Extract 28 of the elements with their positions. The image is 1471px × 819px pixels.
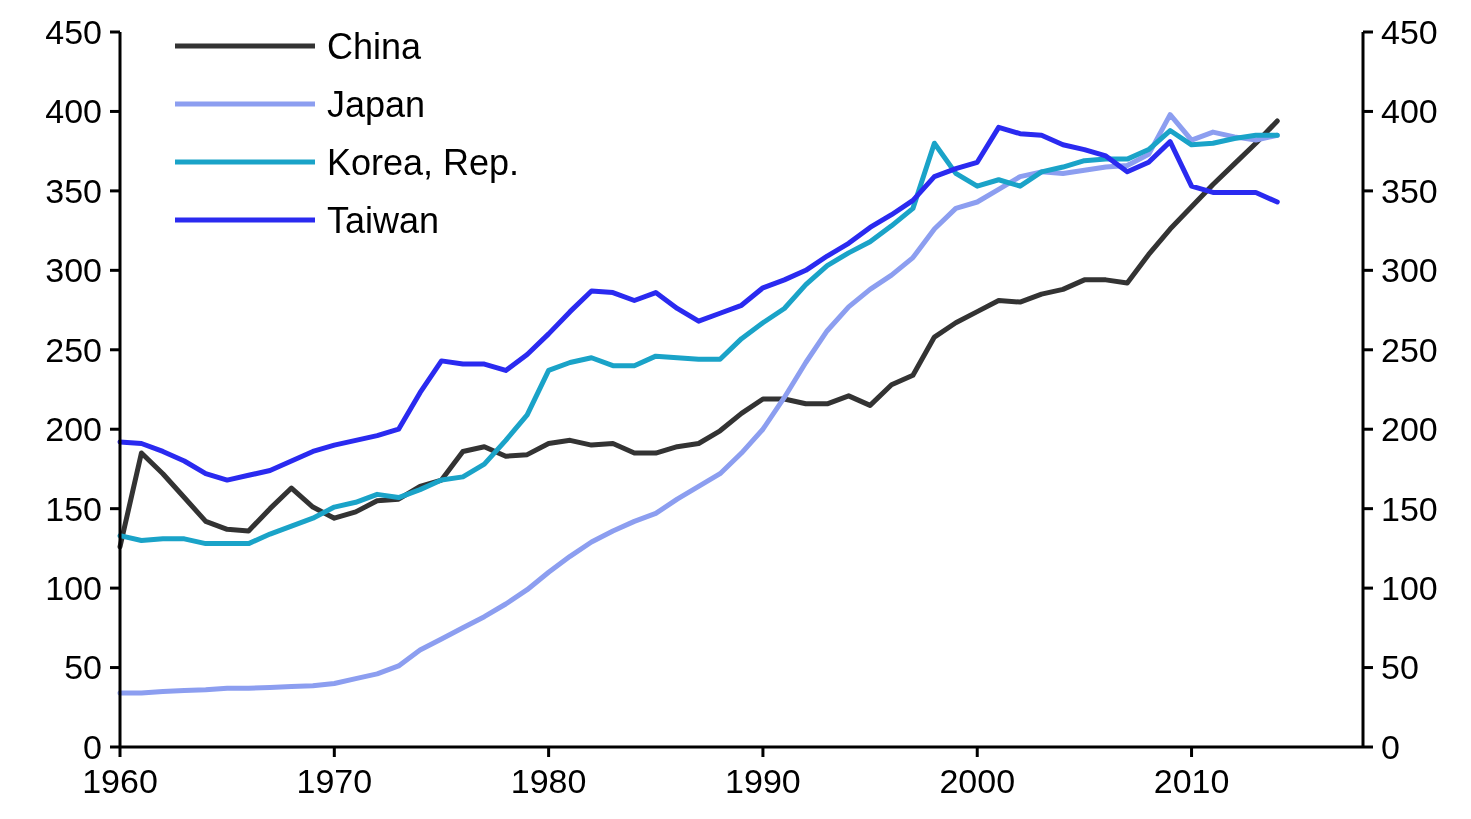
y-tick-label: 450: [45, 12, 102, 51]
x-tick-label: 1980: [510, 762, 587, 800]
x-tick-label: 2000: [939, 762, 1016, 800]
x-tick-label: 1970: [296, 762, 373, 800]
x-tick-label: 2010: [1153, 762, 1230, 800]
y2-tick-label: 350: [1381, 171, 1438, 210]
y2-tick-label: 400: [1381, 92, 1438, 131]
legend-label: China: [327, 25, 423, 67]
y-tick-label: 400: [45, 92, 102, 131]
y2-tick-label: 450: [1381, 12, 1438, 51]
y-tick-label: 150: [45, 489, 102, 528]
y2-tick-label: 250: [1381, 330, 1438, 369]
legend-label: Korea, Rep.: [327, 141, 520, 183]
y2-tick-label: 200: [1381, 410, 1438, 449]
y-tick-label: 300: [45, 251, 102, 290]
x-tick-label: 1990: [725, 762, 801, 800]
y-tick-label: 350: [45, 171, 102, 210]
legend-label: Taiwan: [327, 199, 440, 241]
y2-tick-label: 0: [1381, 727, 1400, 766]
y2-tick-label: 50: [1381, 648, 1419, 687]
y-tick-label: 250: [45, 330, 102, 369]
y2-tick-label: 100: [1381, 569, 1438, 608]
y-tick-label: 100: [45, 569, 102, 608]
y2-tick-label: 150: [1381, 489, 1438, 528]
legend-label: Japan: [327, 83, 426, 125]
y2-tick-label: 300: [1381, 251, 1438, 290]
y-tick-label: 200: [45, 410, 102, 449]
y-tick-label: 50: [64, 648, 102, 687]
